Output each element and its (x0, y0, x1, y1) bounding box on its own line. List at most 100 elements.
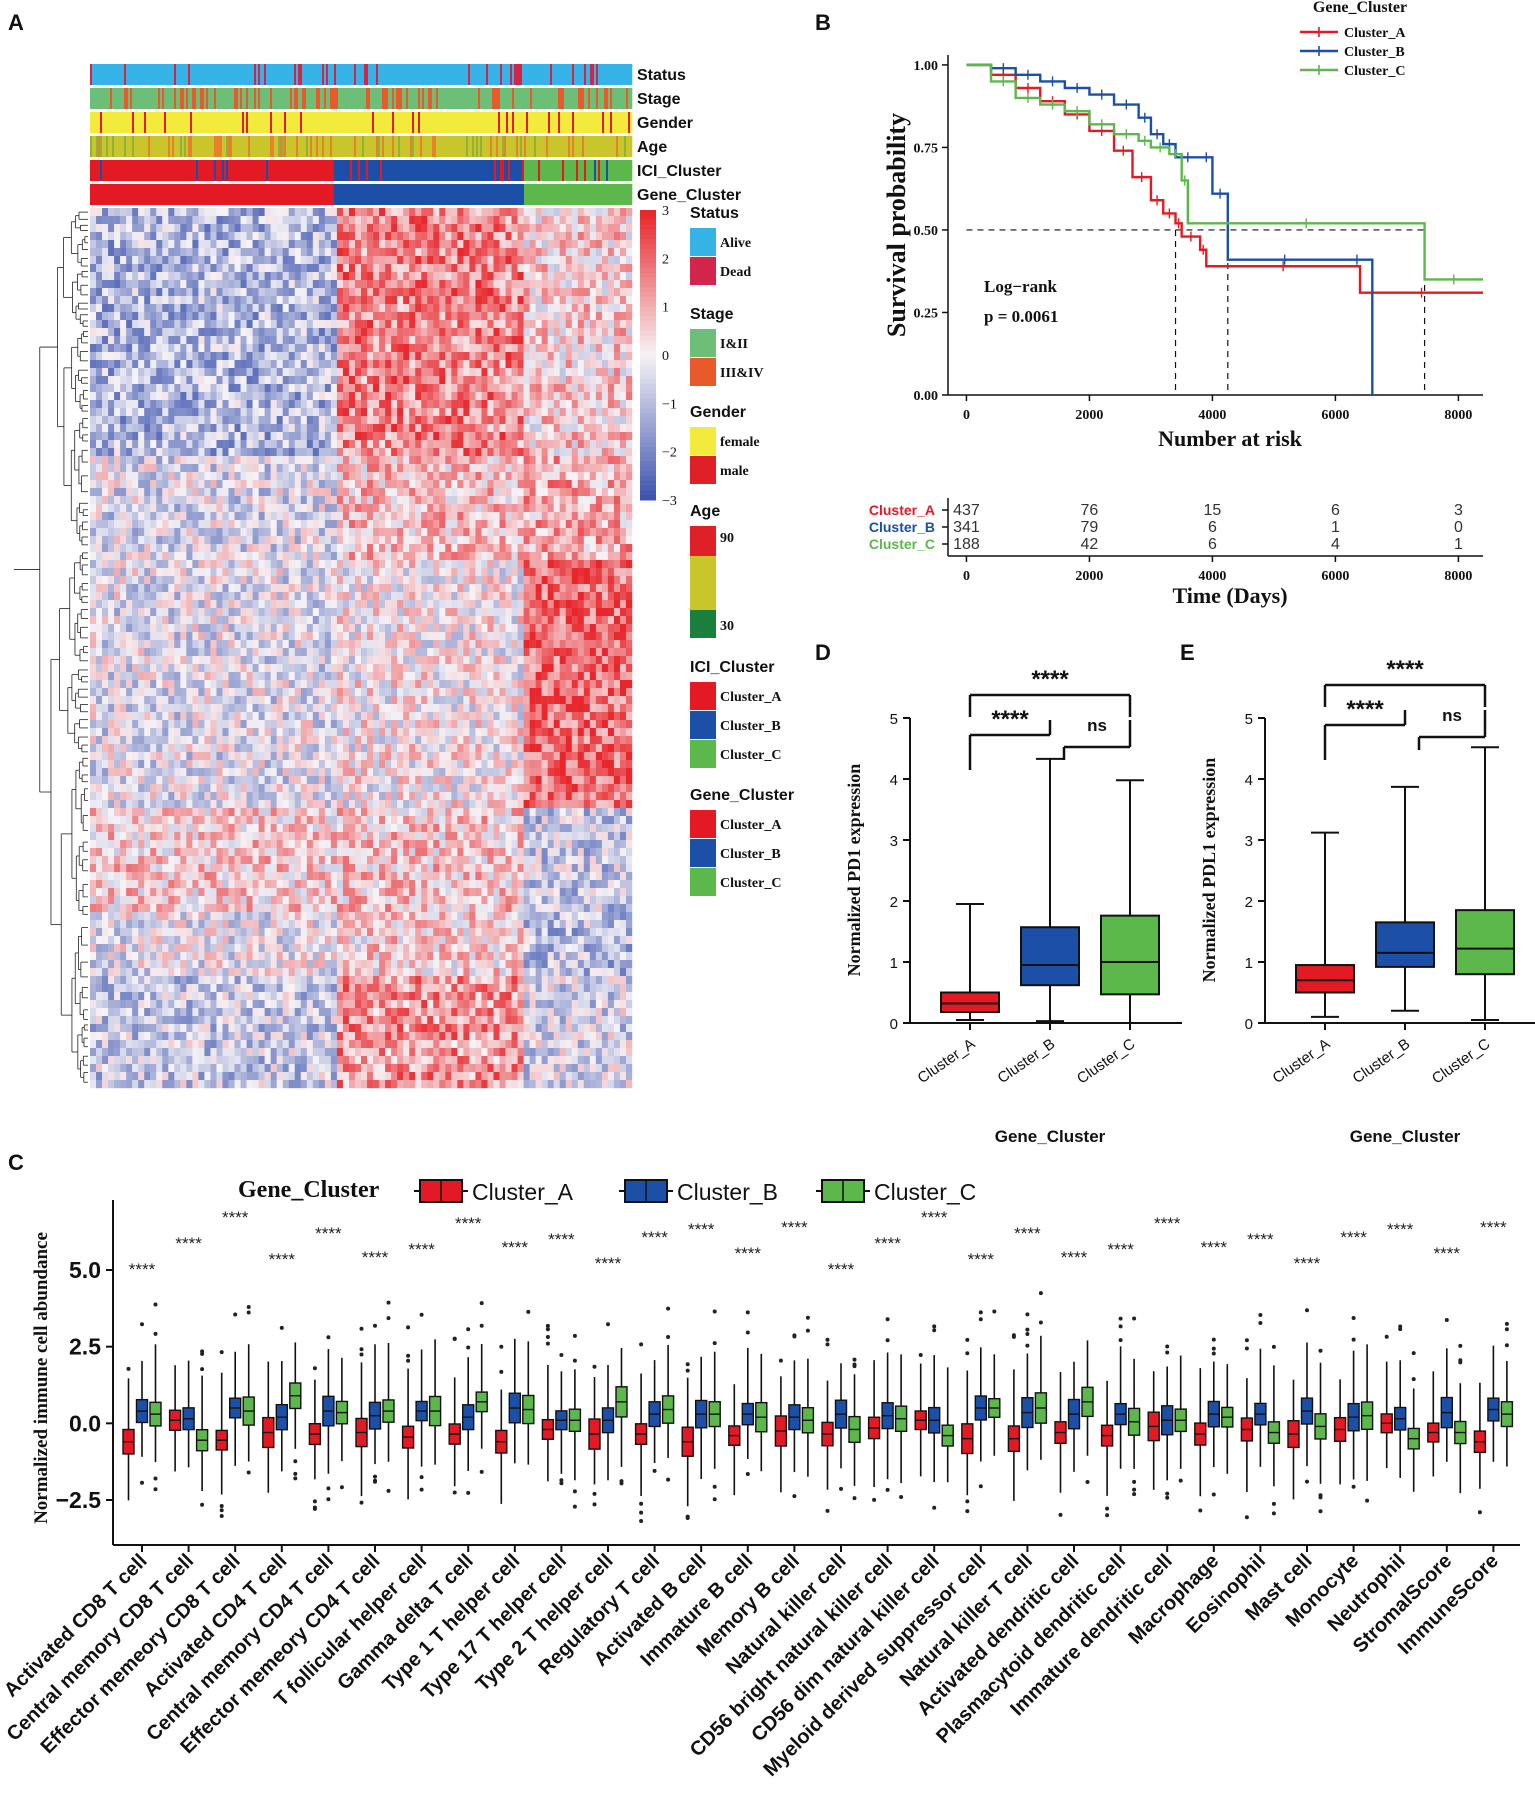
heatmap-cell (114, 464, 121, 473)
heatmap-cell (463, 288, 470, 297)
heatmap-cell (367, 216, 374, 225)
heatmap-cell (589, 248, 597, 257)
heatmap-cell (367, 480, 374, 489)
heatmap-cell (186, 232, 193, 241)
heatmap-cell (252, 280, 259, 289)
track-cell (322, 160, 325, 181)
heatmap-cell (276, 304, 283, 313)
track-cell (394, 136, 397, 157)
heatmap-cell (367, 248, 374, 257)
track-cell (482, 160, 485, 181)
heatmap-cell (433, 336, 440, 345)
heatmap-cell (625, 208, 633, 217)
heatmap-cell (601, 392, 609, 401)
track-cell (540, 112, 543, 133)
heatmap-cell (553, 256, 560, 265)
track-cell (554, 136, 557, 157)
heatmap-cell (150, 472, 157, 481)
heatmap-cell (126, 312, 133, 321)
heatmap-cell (445, 288, 452, 297)
heatmap-cell (535, 264, 542, 273)
heatmap-cell (457, 496, 464, 505)
heatmap-cell (433, 432, 440, 441)
heatmap-cell (547, 408, 554, 417)
track-cell (616, 184, 619, 205)
heatmap-cell (553, 384, 560, 393)
heatmap-cell (306, 352, 314, 361)
heatmap-cell (102, 280, 109, 289)
heatmap-cell (228, 224, 235, 233)
track-cell (220, 136, 223, 157)
heatmap-cell (132, 368, 139, 377)
track-cell (532, 112, 535, 133)
heatmap-cell (216, 448, 223, 457)
heatmap-cell (120, 208, 127, 217)
heatmap-cell (312, 224, 320, 233)
heatmap-cell (354, 272, 362, 281)
heatmap-cell (330, 328, 338, 337)
heatmap-cell (144, 504, 151, 513)
heatmap-cell (529, 376, 536, 385)
heatmap-cell (294, 344, 301, 353)
track-cell (248, 88, 251, 109)
heatmap-cell (288, 208, 295, 217)
heatmap-cell (246, 448, 253, 457)
heatmap-cell (445, 248, 452, 257)
heatmap-cell (517, 320, 524, 329)
track-cell (602, 64, 605, 85)
heatmap-cell (493, 312, 500, 321)
heatmap-cell (625, 304, 633, 313)
heatmap-cell (330, 232, 338, 241)
heatmap-cell (433, 368, 440, 377)
heatmap-cell (445, 440, 452, 449)
heatmap-cell (354, 312, 362, 321)
heatmap-cell (517, 400, 524, 409)
heatmap-cell (421, 320, 428, 329)
heatmap-cell (282, 360, 289, 369)
track-cell (312, 88, 315, 109)
heatmap-cell (577, 320, 585, 329)
track-cell (438, 136, 441, 157)
heatmap-cell (108, 248, 115, 257)
track-cell (402, 64, 405, 85)
track-cell (380, 184, 383, 205)
heatmap-cell (144, 312, 151, 321)
track-cell (462, 184, 465, 205)
track-cell (174, 88, 177, 109)
heatmap-cell (132, 248, 139, 257)
heatmap-cell (397, 312, 404, 321)
heatmap-cell (252, 216, 259, 225)
heatmap-cell (258, 456, 265, 465)
heatmap-cell (529, 248, 536, 257)
heatmap-cell (583, 256, 591, 265)
track-cell (374, 88, 377, 109)
track-cell (572, 184, 575, 205)
heatmap-cell (282, 232, 289, 241)
track-cell (154, 88, 157, 109)
heatmap-cell (523, 416, 530, 425)
heatmap-cell (318, 456, 326, 465)
heatmap-cell (421, 296, 428, 305)
heatmap-cell (258, 480, 265, 489)
track-cell (322, 112, 325, 133)
heatmap-cell (102, 328, 109, 337)
heatmap-cell (180, 296, 187, 305)
heatmap-cell (222, 280, 229, 289)
track-cell (400, 184, 403, 205)
heatmap-cell (120, 432, 127, 441)
track-cell (628, 136, 631, 157)
heatmap-cell (481, 424, 488, 433)
heatmap-cell (270, 256, 277, 265)
heatmap-cell (156, 232, 163, 241)
heatmap-cell (553, 336, 560, 345)
heatmap-cell (565, 360, 572, 369)
heatmap-cell (90, 256, 97, 265)
track-cell (570, 112, 573, 133)
heatmap-cell (210, 320, 217, 329)
track-cell (264, 88, 267, 109)
heatmap-cell (264, 296, 271, 305)
heatmap-cell (144, 408, 151, 417)
heatmap-cell (547, 352, 554, 361)
heatmap-cell (397, 328, 404, 337)
heatmap-cell (204, 296, 211, 305)
